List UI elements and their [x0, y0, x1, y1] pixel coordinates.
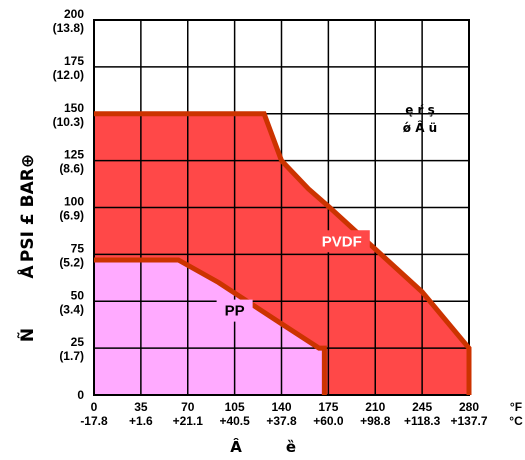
- y-tick-bar: (10.3): [53, 115, 84, 129]
- x-tick-f: 35: [134, 400, 148, 414]
- x-tick-f: 0: [91, 400, 98, 414]
- plot-frame: [93, 19, 470, 396]
- region-pp: [94, 260, 325, 395]
- y-tick-psi: 200: [64, 7, 84, 21]
- series-label-pp: PP: [225, 303, 245, 320]
- y-tick-psi: 25: [71, 335, 85, 349]
- y-axis-label: PSI £ BAR⊕: [18, 154, 38, 262]
- x-tick-c: +21.1: [173, 414, 204, 428]
- x-tick-f: 210: [365, 400, 385, 414]
- x-axis-symbol-2: ȅ: [286, 438, 296, 456]
- x-tick-labels: 0-17.8 35+1.6 70+21.1 105+40.5 140+37.8 175+6…: [80, 400, 488, 428]
- y-tick-psi: 0: [77, 388, 84, 402]
- x-unit-fahrenheit: °F: [510, 400, 522, 414]
- y-tick-bar: (1.7): [59, 349, 84, 363]
- series-label-bg: [216, 299, 253, 322]
- y-tick-psi: 75: [71, 241, 85, 255]
- y-axis-symbol-1: Ñ: [15, 328, 38, 342]
- series-label-bg: [313, 230, 370, 253]
- series-labels: PVDF PP: [216, 230, 370, 322]
- x-tick-c: +60.0: [313, 414, 344, 428]
- y-tick-bar: (8.6): [59, 162, 84, 176]
- annotation-line-1: ę ŕ ş: [405, 103, 435, 117]
- y-tick-psi: 50: [71, 288, 85, 302]
- series-label-pvdf: PVDF: [322, 233, 362, 250]
- y-tick-psi: 150: [64, 101, 84, 115]
- y-axis-symbol-2: Å: [15, 265, 38, 279]
- y-tick-bar: (3.4): [59, 302, 84, 316]
- region-outlines: [94, 111, 472, 395]
- x-tick-c: +98.8: [360, 414, 391, 428]
- x-tick-c: +1.6: [129, 414, 153, 428]
- x-tick-f: 245: [412, 400, 432, 414]
- x-tick-f: 70: [181, 400, 195, 414]
- x-tick-f: 175: [318, 400, 338, 414]
- y-tick-psi: 100: [64, 195, 84, 209]
- x-tick-f: 140: [271, 400, 291, 414]
- x-unit-celsius: °C: [509, 414, 523, 428]
- x-tick-c: +118.3: [404, 414, 441, 428]
- y-tick-bar: (5.2): [59, 255, 84, 269]
- y-tick-bar: (12.0): [53, 68, 84, 82]
- outline-pp: [94, 257, 327, 395]
- x-tick-f: 280: [459, 400, 479, 414]
- x-tick-f: 105: [225, 400, 245, 414]
- annotation-line-2: ǿ Â ü: [403, 120, 437, 135]
- y-tick-psi: 125: [64, 148, 84, 162]
- y-tick-bar: (13.8): [53, 21, 84, 35]
- y-tick-bar: (6.9): [59, 209, 84, 223]
- outline-pvdf: [94, 111, 472, 395]
- x-tick-c: +37.8: [266, 414, 297, 428]
- y-tick-psi: 175: [64, 54, 84, 68]
- x-tick-c: -17.8: [80, 414, 108, 428]
- x-axis-symbol-1: Â: [230, 437, 242, 456]
- y-tick-labels: 0 25(1.7) 50(3.4) 75(5.2) 100(6.9) 125(8.6) 15…: [53, 7, 85, 402]
- x-tick-c: +137.7: [450, 414, 487, 428]
- x-tick-c: +40.5: [219, 414, 250, 428]
